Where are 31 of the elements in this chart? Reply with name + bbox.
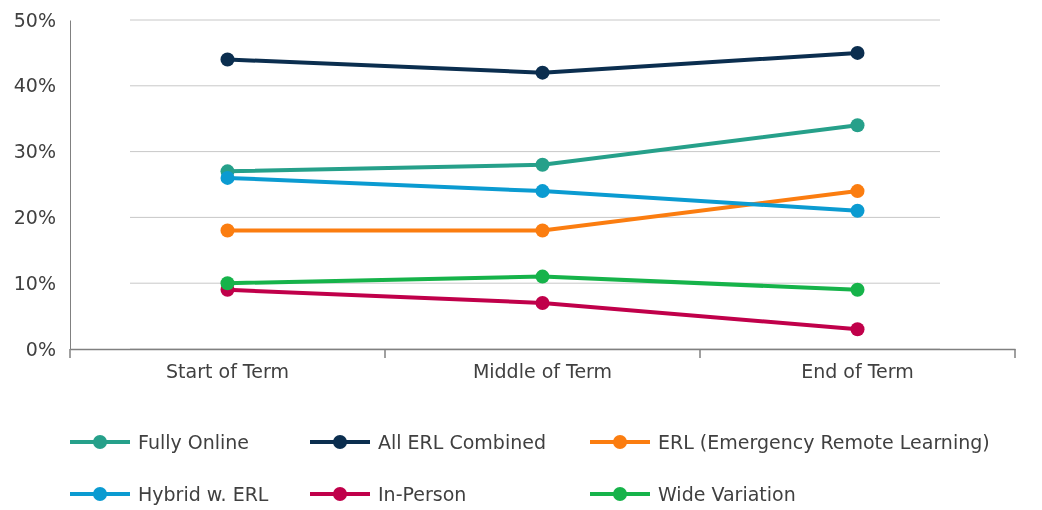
point — [850, 184, 865, 199]
legend-label: In-Person — [378, 482, 467, 505]
point — [535, 223, 550, 238]
point — [850, 118, 865, 133]
point — [220, 276, 235, 291]
point — [535, 65, 550, 80]
point — [850, 203, 865, 218]
point — [850, 45, 865, 60]
point — [220, 223, 235, 238]
point — [220, 170, 235, 185]
y-tick-label: 20% — [13, 205, 56, 228]
point — [535, 184, 550, 199]
y-tick-label: 40% — [13, 74, 56, 97]
x-tick-label: Middle of Term — [472, 360, 613, 383]
point — [535, 157, 550, 172]
y-tick-label: 50% — [13, 8, 56, 31]
legend-label: All ERL Combined — [378, 430, 546, 453]
legend-label: Wide Variation — [658, 482, 796, 505]
point — [850, 282, 865, 297]
y-tick-label: 0% — [25, 337, 56, 360]
point — [850, 322, 865, 337]
x-tick-label: End of Term — [801, 360, 914, 383]
y-tick-label: 10% — [13, 271, 56, 294]
x-tick-label: Start of Term — [166, 360, 289, 383]
legend-label: Hybrid w. ERL — [138, 482, 269, 505]
y-tick-label: 30% — [13, 140, 56, 163]
legend-label: ERL (Emergency Remote Learning) — [658, 430, 990, 453]
point — [220, 52, 235, 67]
legend-label: Fully Online — [138, 430, 250, 453]
point — [535, 269, 550, 284]
point — [535, 295, 550, 310]
